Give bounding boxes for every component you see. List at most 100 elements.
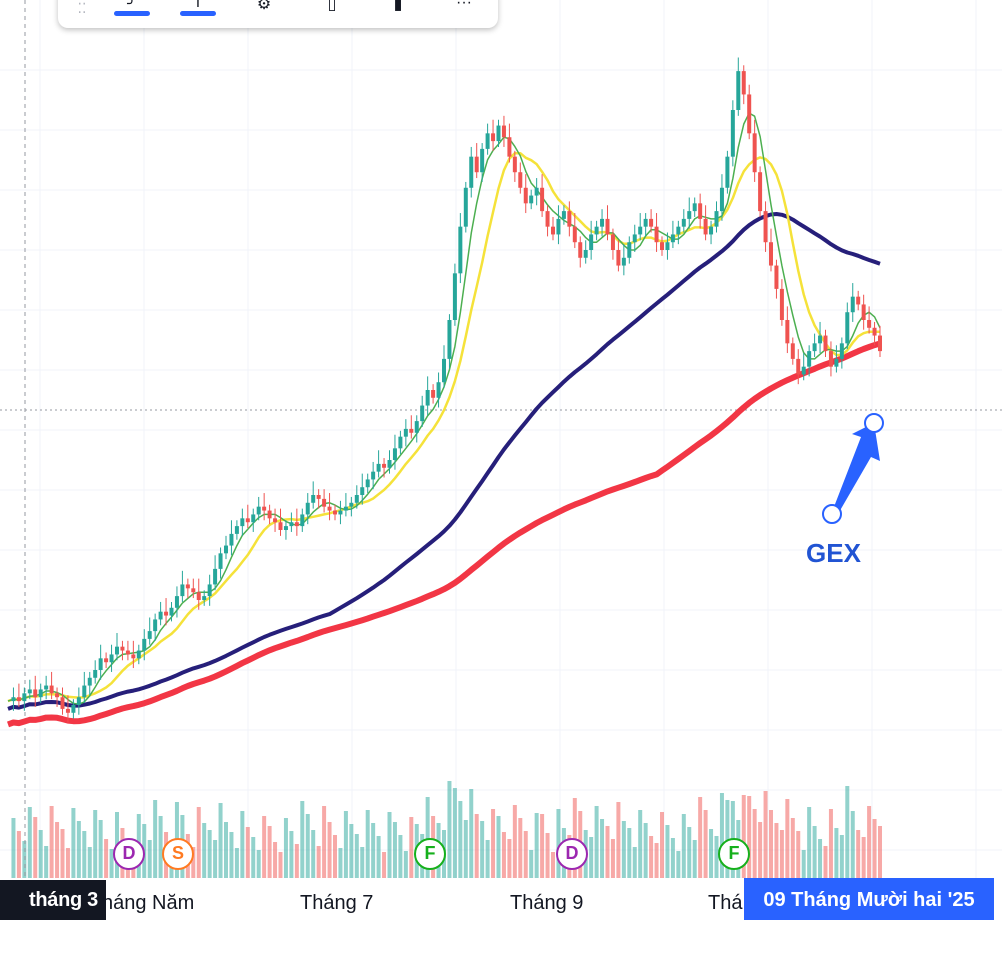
candle-body bbox=[818, 335, 823, 344]
candle-body bbox=[512, 156, 517, 173]
alert-button[interactable]: ▯ bbox=[312, 0, 352, 14]
candle-body bbox=[632, 234, 637, 243]
candle-body bbox=[807, 351, 812, 367]
volume-bar bbox=[512, 805, 517, 878]
crosshair-time-label: 09 Tháng Mười hai '25 bbox=[744, 878, 994, 920]
candle-body bbox=[594, 226, 599, 235]
volume-bar bbox=[654, 843, 659, 878]
candle-body bbox=[605, 218, 610, 235]
candle-body bbox=[790, 343, 795, 359]
gear-icon: ⚙ bbox=[256, 0, 272, 13]
candle-body bbox=[507, 137, 512, 157]
candle-body bbox=[698, 203, 703, 219]
candle-body bbox=[736, 71, 741, 110]
pen-button[interactable]: ╯ bbox=[112, 0, 152, 16]
volume-bar bbox=[676, 851, 681, 878]
candle-body bbox=[856, 296, 861, 305]
volume-bar bbox=[158, 816, 163, 878]
volume-bar bbox=[878, 826, 882, 878]
candle-body bbox=[801, 366, 806, 375]
candle-body bbox=[33, 689, 38, 698]
volume-bar bbox=[153, 800, 158, 878]
settings-button[interactable]: ⚙ bbox=[244, 0, 284, 14]
candle-body bbox=[458, 226, 463, 274]
candle-body bbox=[55, 693, 60, 698]
candle-body bbox=[452, 273, 457, 320]
event-marker-financials-2[interactable]: F bbox=[718, 838, 750, 870]
candle-body bbox=[283, 526, 288, 530]
candle-body bbox=[316, 495, 321, 499]
candle-body bbox=[692, 203, 697, 212]
gex-arrow[interactable] bbox=[822, 413, 884, 524]
volume-bar bbox=[425, 797, 430, 878]
candle-body bbox=[403, 428, 408, 437]
volume-bar bbox=[621, 821, 626, 878]
candle-body bbox=[442, 358, 446, 383]
candle-body bbox=[785, 320, 790, 344]
line-width-button[interactable]: ǀ bbox=[178, 0, 218, 16]
candle-body bbox=[676, 226, 681, 235]
candle-body bbox=[245, 518, 250, 523]
volume-bar bbox=[600, 819, 605, 878]
volume-bar bbox=[38, 830, 43, 878]
candle-body bbox=[82, 685, 87, 698]
candle-body bbox=[267, 510, 272, 519]
volume-bar bbox=[11, 818, 16, 878]
candles bbox=[11, 57, 882, 723]
volume-bar bbox=[616, 802, 621, 878]
candle-body bbox=[763, 211, 768, 243]
volume-bar bbox=[518, 818, 523, 878]
candle-body bbox=[431, 390, 436, 398]
volume-bar bbox=[670, 838, 675, 878]
event-marker-financials[interactable]: F bbox=[414, 838, 446, 870]
volume-bar bbox=[850, 811, 855, 878]
candle-body bbox=[643, 218, 648, 227]
candle-body bbox=[16, 697, 21, 702]
candle-body bbox=[436, 382, 441, 398]
delete-button[interactable]: ▮ bbox=[378, 0, 418, 14]
volume-bar bbox=[311, 830, 316, 878]
drag-handle-icon: ⁚⁚ bbox=[77, 0, 87, 16]
event-marker-split[interactable]: S bbox=[162, 838, 194, 870]
volume-bar bbox=[322, 806, 327, 878]
candle-body bbox=[654, 226, 659, 243]
volume-bar bbox=[507, 839, 512, 878]
volume-bar bbox=[93, 810, 98, 878]
gex-annotation-label: GEX bbox=[806, 538, 861, 568]
arrow-end-handle[interactable] bbox=[864, 413, 884, 433]
volume-bar bbox=[22, 841, 27, 878]
arrow-start-handle[interactable] bbox=[822, 504, 842, 524]
drag-handle[interactable]: ⁚⁚ bbox=[62, 0, 102, 16]
volume-bar bbox=[207, 830, 212, 878]
candle-body bbox=[621, 257, 626, 266]
candle-body bbox=[109, 654, 114, 663]
event-marker-dividend[interactable]: D bbox=[113, 838, 145, 870]
candle-body bbox=[392, 448, 397, 460]
volume-bar bbox=[719, 793, 724, 878]
volume-bar bbox=[551, 852, 555, 878]
candle-body bbox=[213, 568, 218, 585]
candle-body bbox=[839, 343, 844, 359]
volume-bar bbox=[316, 846, 321, 878]
volume-bar bbox=[447, 781, 452, 878]
candle-body bbox=[131, 654, 136, 659]
volume-bar bbox=[251, 837, 256, 878]
event-marker-dividend-2[interactable]: D bbox=[556, 838, 588, 870]
volume-bar bbox=[109, 849, 114, 878]
candle-body bbox=[142, 638, 147, 651]
candle-body bbox=[147, 631, 152, 639]
ma-mid-line bbox=[7, 151, 880, 703]
more-icon: ··· bbox=[456, 0, 472, 11]
volume-bar bbox=[44, 846, 49, 878]
time-label-march: tháng 3 '25 bbox=[0, 880, 106, 951]
candle-body bbox=[191, 588, 196, 593]
candle-body bbox=[256, 506, 261, 515]
candle-body bbox=[747, 94, 752, 134]
candle-body bbox=[845, 312, 850, 344]
more-button[interactable]: ··· bbox=[444, 0, 484, 14]
candle-body bbox=[779, 288, 784, 320]
volume-bar bbox=[240, 811, 245, 878]
volume-bar bbox=[458, 801, 463, 878]
